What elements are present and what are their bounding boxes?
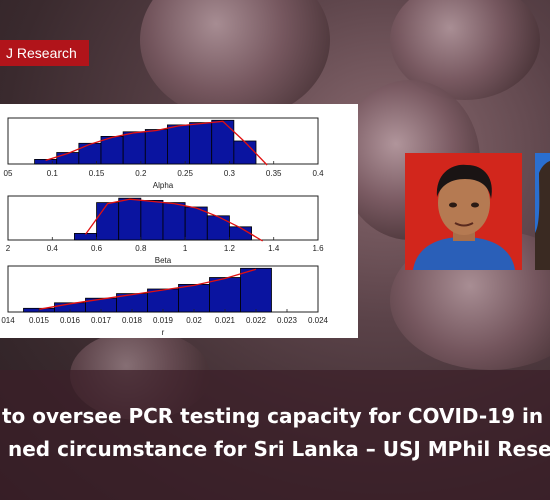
histogram-bar (78, 142, 102, 165)
tick-label: 0.4 (312, 169, 324, 178)
tick-label: 0.015 (29, 316, 50, 325)
tick-label: 0.017 (91, 316, 112, 325)
tick-label: 0.4 (47, 244, 59, 253)
researcher-photo-partial (535, 153, 550, 270)
tick-label: 014 (1, 316, 15, 325)
tick-label: 0.016 (60, 316, 81, 325)
histogram-figure: 05 0.1 0.15 0.2 0.25 0.3 0.35 0.4 Alpha 2 0.4 0.6 0.… (0, 104, 358, 338)
tick-label: 1.2 (224, 244, 236, 253)
tick-label: 0.25 (177, 169, 193, 178)
tick-label: 0.019 (153, 316, 174, 325)
tick-label: 1.6 (312, 244, 324, 253)
histogram-bar (96, 202, 120, 241)
person-portrait-icon (405, 153, 522, 270)
headline-line-1: to oversee PCR testing capacity for COVI… (2, 404, 544, 428)
histogram-bar (229, 226, 252, 241)
tick-label: 0.2 (135, 169, 147, 178)
tick-label: 0.3 (224, 169, 236, 178)
histogram-bar (240, 267, 272, 313)
histogram-bar (189, 122, 213, 165)
histogram-bar (211, 119, 235, 165)
tick-label: 0.6 (91, 244, 103, 253)
virus-particle (140, 0, 330, 120)
headline-line-2: ned circumstance for Sri Lanka – USJ MPh… (8, 437, 550, 461)
tick-label: 0.8 (135, 244, 147, 253)
tick-label: 0.35 (266, 169, 282, 178)
tick-label: 0.024 (308, 316, 329, 325)
tick-label: 05 (4, 169, 13, 178)
axis-label: r (162, 328, 165, 337)
tick-label: 1.4 (268, 244, 280, 253)
tick-label: 1 (183, 244, 188, 253)
histogram-bar (100, 136, 124, 165)
histogram-bar (122, 131, 146, 165)
histogram-svg: 05 0.1 0.15 0.2 0.25 0.3 0.35 0.4 Alpha 2 0.4 0.6 0.… (1, 117, 329, 337)
histogram-bar (167, 124, 190, 165)
density-curve (45, 120, 268, 166)
density-curve (84, 198, 263, 242)
tick-label: 0.021 (215, 316, 236, 325)
person-portrait-icon (535, 153, 550, 270)
tick-label: 0.022 (246, 316, 267, 325)
histogram-bar (206, 215, 230, 241)
histogram-bar (184, 206, 208, 241)
histogram-bar (144, 129, 168, 165)
tick-label: 2 (6, 244, 11, 253)
category-badge[interactable]: J Research (0, 40, 89, 66)
histogram-bar (209, 277, 241, 313)
histogram-bar (233, 140, 257, 165)
tick-label: 0.023 (277, 316, 298, 325)
histogram-bar (178, 283, 210, 313)
histogram-bar (162, 202, 186, 241)
tick-label: 0.1 (47, 169, 59, 178)
histogram-bar (147, 288, 179, 313)
density-curve (38, 268, 257, 310)
headline-overlay (0, 370, 550, 500)
histogram-bar (118, 197, 142, 241)
tick-label: 0.018 (122, 316, 143, 325)
histogram-bar (56, 152, 80, 165)
axis-label: Alpha (153, 181, 174, 190)
axis-label: Beta (155, 256, 172, 265)
tick-label: 0.15 (89, 169, 105, 178)
histogram-bar (140, 200, 164, 241)
headline[interactable]: to oversee PCR testing capacity for COVI… (0, 400, 550, 466)
researcher-photo (405, 153, 522, 270)
tick-label: 0.02 (186, 316, 202, 325)
